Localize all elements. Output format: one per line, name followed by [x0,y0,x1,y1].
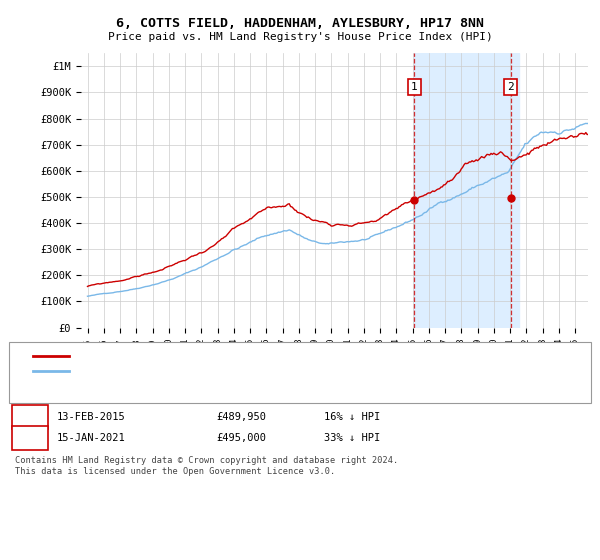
Text: 6, COTTS FIELD, HADDENHAM, AYLESBURY, HP17 8NN: 6, COTTS FIELD, HADDENHAM, AYLESBURY, HP… [116,17,484,30]
Text: 1: 1 [411,82,418,92]
Text: Price paid vs. HM Land Registry's House Price Index (HPI): Price paid vs. HM Land Registry's House … [107,32,493,42]
Text: HPI: Average price, detached house, Buckinghamshire: HPI: Average price, detached house, Buck… [75,366,381,376]
Text: 13-FEB-2015: 13-FEB-2015 [57,412,126,422]
Text: £489,950: £489,950 [216,412,266,422]
Text: 1: 1 [26,412,34,422]
Bar [415,53,519,328]
Text: 16% ↓ HPI: 16% ↓ HPI [324,412,380,422]
Text: £495,000: £495,000 [216,433,266,443]
Text: 2: 2 [507,82,514,92]
Text: Contains HM Land Registry data © Crown copyright and database right 2024.
This d: Contains HM Land Registry data © Crown c… [15,456,398,476]
Text: 2: 2 [26,433,34,443]
Text: 33% ↓ HPI: 33% ↓ HPI [324,433,380,443]
Text: 15-JAN-2021: 15-JAN-2021 [57,433,126,443]
Text: 6, COTTS FIELD, HADDENHAM, AYLESBURY, HP17 8NN (detached house): 6, COTTS FIELD, HADDENHAM, AYLESBURY, HP… [75,351,453,361]
